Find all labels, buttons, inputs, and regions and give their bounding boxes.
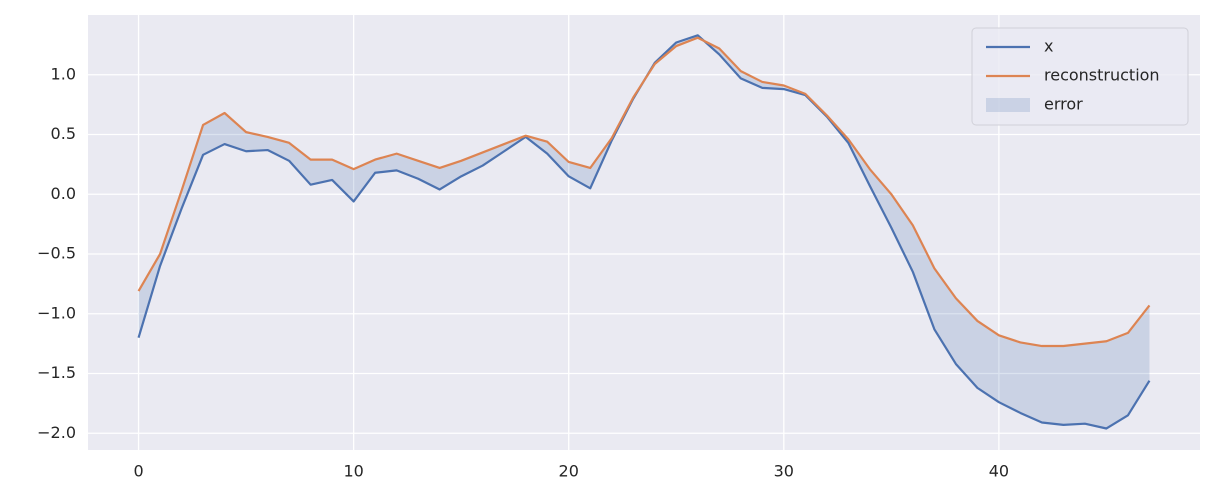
legend-label: x xyxy=(1044,37,1053,56)
line xyxy=(137,36,1151,348)
x-tick-label: 10 xyxy=(343,462,363,481)
error-area xyxy=(138,35,1150,429)
x-tick-label: 40 xyxy=(989,462,1009,481)
legend-label: reconstruction xyxy=(1044,66,1160,85)
y-tick-label: 0.5 xyxy=(51,124,76,143)
x-tick-label: 30 xyxy=(774,462,794,481)
y-tick-label: −1.5 xyxy=(37,363,76,382)
y-tick-label: −2.0 xyxy=(37,423,76,442)
y-tick-label: 1.0 xyxy=(51,64,76,83)
y-tick-label: −1.0 xyxy=(37,303,76,322)
grid: 1.0 0.5 0.0 −0.5 −1.0 −1.5 −2.0 0 10 20 30 40 xyxy=(37,15,1200,481)
x-tick-label: 20 xyxy=(559,462,579,481)
y-tick-label: −0.5 xyxy=(37,244,76,263)
legend-swatch xyxy=(986,98,1030,112)
legend-label: error xyxy=(1044,95,1083,114)
y-tick-label: 0.0 xyxy=(51,184,76,203)
marks xyxy=(137,34,1151,430)
x-tick-label: 0 xyxy=(133,462,143,481)
legend-box xyxy=(971,27,1189,126)
legend: x reconstruction error xyxy=(971,27,1189,126)
